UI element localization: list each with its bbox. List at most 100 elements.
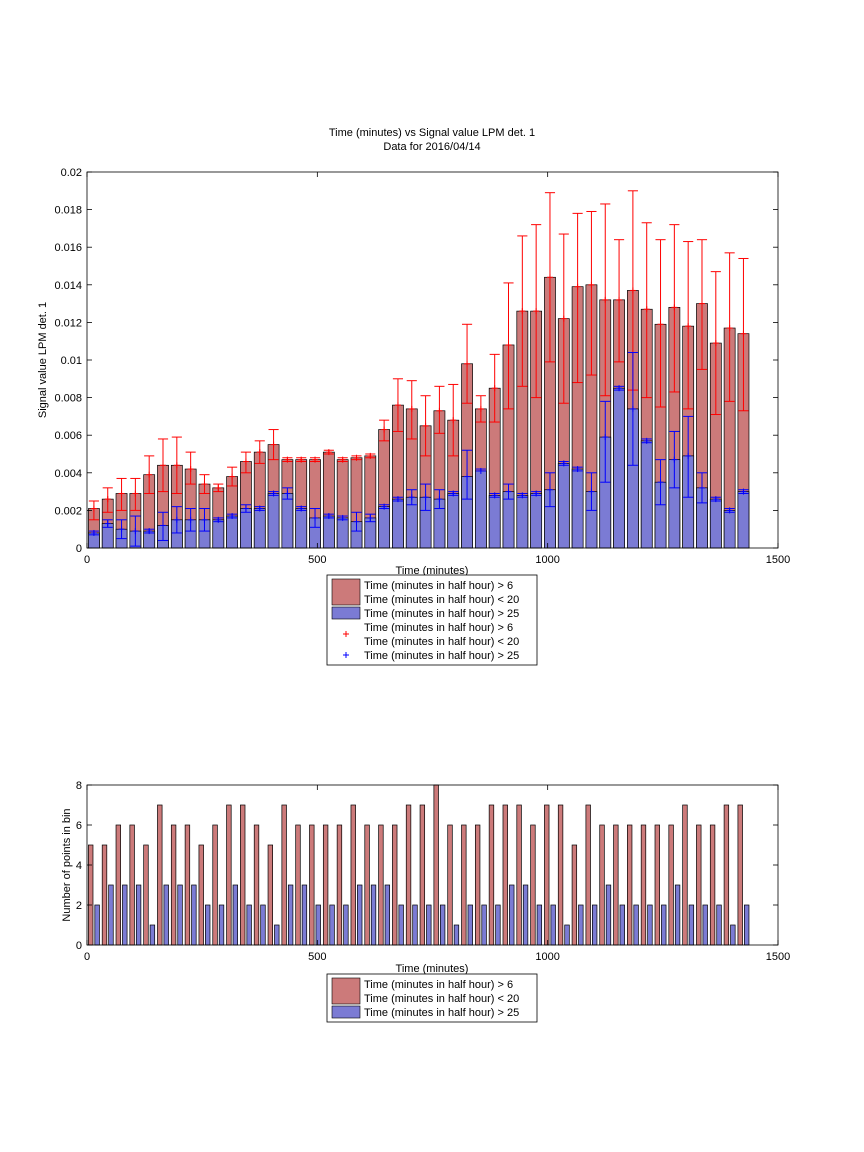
- count-bar: [522, 884, 529, 946]
- y-tick-label: 0.004: [54, 468, 82, 480]
- y-tick-label: 0.008: [54, 393, 82, 405]
- count-bar: [585, 804, 591, 946]
- count-bar: [226, 804, 232, 946]
- count-bar: [170, 824, 177, 946]
- signal-bar: [240, 508, 252, 549]
- count-bar: [439, 904, 446, 946]
- count-bar: [730, 924, 736, 946]
- count-bar: [640, 824, 647, 946]
- legend-label: Time (minutes in half hour) > 6: [364, 622, 513, 634]
- count-bar: [502, 804, 508, 946]
- signal-bar: [253, 508, 266, 549]
- legend-swatch: [331, 578, 361, 606]
- signal-bar: [267, 493, 280, 549]
- count-bar: [157, 804, 163, 946]
- legend-swatch: [331, 977, 361, 1005]
- count-bar: [668, 824, 674, 946]
- y-tick-label: 4: [76, 860, 82, 872]
- count-bar: [550, 904, 556, 946]
- x-tick-label: 0: [84, 951, 90, 963]
- count-bar: [578, 904, 584, 946]
- count-bar: [370, 884, 377, 946]
- count-axis-ticks: 0 500 1000 1500 0 2 4 6 8: [76, 780, 790, 963]
- count-bar: [627, 824, 633, 946]
- count-bar: [232, 884, 238, 946]
- x-tick-label: 1500: [766, 554, 790, 566]
- count-bar: [336, 824, 343, 946]
- count-bar: [709, 824, 716, 946]
- count-bar: [744, 904, 750, 946]
- count-bar: [378, 824, 384, 946]
- count-bar: [647, 904, 653, 946]
- legend-label: Time (minutes in half hour) < 20: [364, 993, 519, 1005]
- count-bar: [309, 824, 315, 946]
- count-bar: [287, 884, 294, 946]
- count-bar: [281, 804, 287, 946]
- count-bar: [737, 804, 743, 946]
- count-bar: [143, 844, 149, 946]
- x-tick-label: 1500: [766, 951, 790, 963]
- signal-axis-ticks: 0 500 1000 1500 0 0.002 0.004 0.006 0.008 0.01 0.0…: [54, 167, 790, 566]
- y-tick-label: 0.018: [54, 205, 82, 217]
- signal-bar: [378, 506, 391, 549]
- y-tick-label: 0.02: [61, 167, 82, 179]
- count-bar: [592, 904, 598, 946]
- chart-title: Time (minutes) vs Signal value LPM det. …: [329, 127, 535, 139]
- signal-bars: [88, 276, 750, 549]
- signal-bar: [571, 468, 584, 549]
- count-bar: [218, 904, 225, 946]
- y-tick-label: 0.01: [61, 355, 82, 367]
- signal-bar: [502, 491, 515, 549]
- count-bar: [384, 884, 391, 946]
- signal-bar: [737, 491, 750, 549]
- count-bar: [557, 804, 564, 946]
- signal-bar: [474, 470, 487, 549]
- count-bar: [198, 844, 204, 946]
- count-bar: [163, 884, 169, 946]
- count-chart: 0 500 1000 1500 0 2 4 6 8 Time (minutes) Number …: [61, 780, 790, 1023]
- legend-box: [326, 973, 538, 1023]
- count-bar: [191, 884, 197, 946]
- count-bars: [88, 784, 750, 946]
- signal-bar: [336, 517, 349, 549]
- count-bar: [530, 824, 536, 946]
- count-bar: [426, 904, 432, 946]
- legend-label: Time (minutes in half hour) > 25: [364, 608, 519, 620]
- signal-bar: [392, 498, 404, 549]
- count-bar: [240, 804, 246, 946]
- count-bar: [613, 824, 619, 946]
- x-tick-label: 1000: [535, 554, 559, 566]
- count-bar: [205, 904, 211, 946]
- y-tick-label: 2: [76, 900, 82, 912]
- count-y-axis-label: Number of points in bin: [61, 808, 73, 921]
- count-bar: [253, 824, 260, 946]
- count-bar: [301, 884, 308, 946]
- signal-bar: [530, 493, 543, 549]
- signal-bar: [212, 519, 225, 549]
- count-bar: [654, 824, 660, 946]
- count-bar: [716, 904, 722, 946]
- count-bar: [122, 884, 128, 946]
- count-bar: [674, 884, 681, 946]
- count-bar: [329, 904, 335, 946]
- y-tick-label: 0: [76, 543, 82, 555]
- signal-bar: [516, 495, 529, 549]
- legend-label: Time (minutes in half hour) > 6: [364, 979, 513, 991]
- count-bar: [661, 904, 667, 946]
- count-bar: [343, 904, 349, 946]
- signal-bar: [723, 510, 736, 549]
- count-bar: [177, 884, 183, 946]
- legend-box: [326, 574, 538, 666]
- y-tick-label: 0.002: [54, 505, 82, 517]
- count-bar: [398, 904, 404, 946]
- count-bar: [94, 904, 100, 946]
- count-bar: [149, 924, 156, 946]
- signal-bar: [613, 387, 625, 549]
- count-legend: Time (minutes in half hour) > 6 Time (min…: [326, 973, 538, 1023]
- legend-swatch: [331, 606, 361, 620]
- count-bar: [101, 844, 108, 946]
- count-bar: [405, 804, 412, 946]
- count-bar: [115, 824, 121, 946]
- count-bar: [108, 884, 114, 946]
- count-bar: [467, 904, 473, 946]
